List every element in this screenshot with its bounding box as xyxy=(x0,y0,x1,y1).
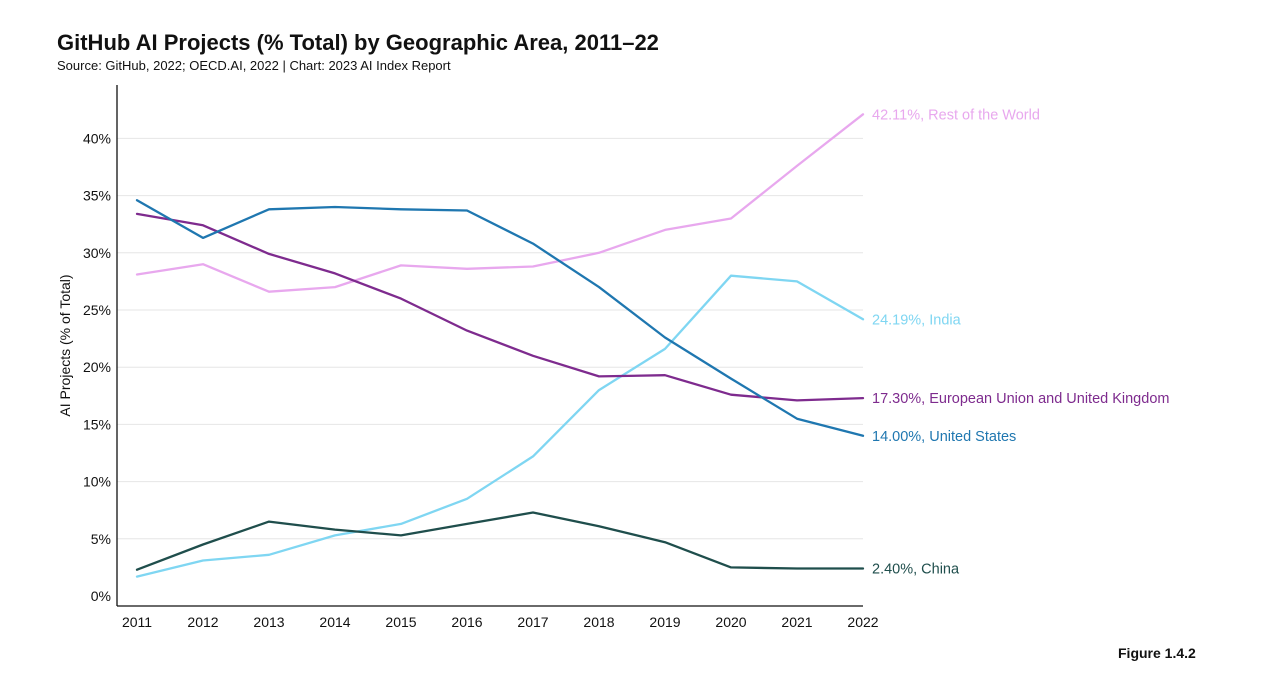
series-line-european-union-and-united-kingdom xyxy=(135,212,865,402)
y-tick-label: 30% xyxy=(83,245,111,261)
axes: 0% 5% 10% 15% 20% 25% 30% 35% 40% 2011 2012 2013 201… xyxy=(57,85,879,630)
y-tick-label: 5% xyxy=(91,531,111,547)
series-label-rest-of-the-world: 42.11%, Rest of the World xyxy=(872,107,1040,123)
y-tick-label: 0% xyxy=(91,588,111,604)
y-tick-label: 40% xyxy=(83,130,111,146)
x-tick-label: 2018 xyxy=(583,614,614,630)
series-line-china xyxy=(135,511,865,571)
y-tick-label: 25% xyxy=(83,302,111,318)
x-tick-label: 2022 xyxy=(847,614,878,630)
x-tick-label: 2021 xyxy=(781,614,812,630)
x-tick-label: 2013 xyxy=(253,614,284,630)
y-axis-title: AI Projects (% of Total) xyxy=(57,274,73,416)
series-line-united-states xyxy=(135,199,865,437)
series-label-china: 2.40%, China xyxy=(872,562,960,578)
x-tick-label: 2015 xyxy=(385,614,416,630)
x-tick-label: 2019 xyxy=(649,614,680,630)
series-line-rest-of-the-world xyxy=(135,113,865,293)
y-tick-label: 10% xyxy=(83,474,111,490)
x-tick-label: 2017 xyxy=(517,614,548,630)
y-tick-label: 35% xyxy=(83,188,111,204)
y-tick-label: 20% xyxy=(83,359,111,375)
y-tick-label: 15% xyxy=(83,416,111,432)
x-tick-label: 2012 xyxy=(187,614,218,630)
series-label-india: 24.19%, India xyxy=(872,312,962,328)
x-tick-label: 2011 xyxy=(122,614,152,630)
series-label-european-union-and-united-kingdom: 17.30%, European Union and United Kingdo… xyxy=(872,391,1169,407)
gridlines xyxy=(117,137,863,540)
series-lines xyxy=(135,113,865,578)
chart-source: Source: GitHub, 2022; OECD.AI, 2022 | Ch… xyxy=(57,58,451,73)
series-labels: 42.11%, Rest of the World 24.19%, India 17… xyxy=(872,107,1169,577)
series-line-india xyxy=(135,274,865,578)
chart-title: GitHub AI Projects (% Total) by Geograph… xyxy=(57,30,659,55)
x-tick-label: 2016 xyxy=(451,614,482,630)
series-label-united-states: 14.00%, United States xyxy=(872,429,1016,445)
x-tick-label: 2014 xyxy=(319,614,350,630)
figure-number: Figure 1.4.2 xyxy=(1118,645,1196,661)
x-tick-label: 2020 xyxy=(715,614,746,630)
